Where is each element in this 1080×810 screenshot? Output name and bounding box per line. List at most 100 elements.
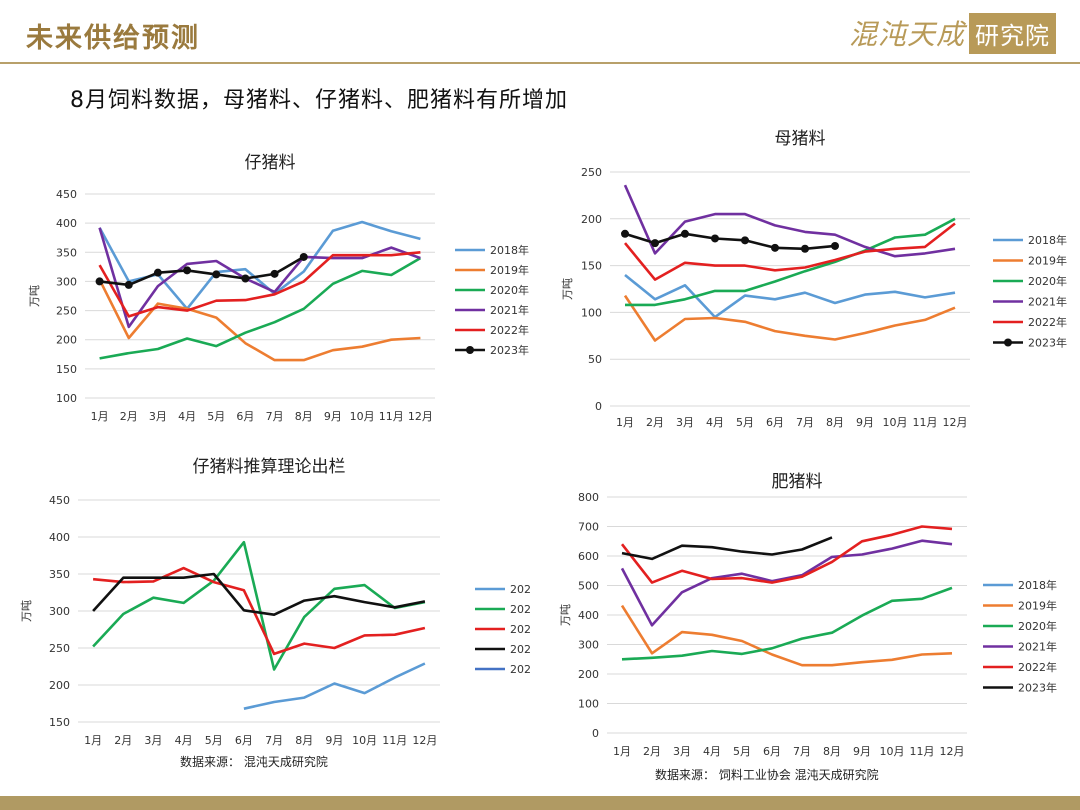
y-tick-label: 150: [49, 716, 70, 729]
x-tick-label: 5月: [205, 734, 223, 747]
legend-label: 2020年: [510, 582, 530, 596]
series-line: [624, 232, 836, 251]
x-tick-label: 5月: [736, 416, 754, 429]
series-point: [270, 269, 279, 278]
x-tick-label: 2月: [120, 410, 138, 423]
series-point: [153, 268, 162, 277]
header-divider: [0, 62, 1080, 64]
series-line: [99, 256, 422, 360]
legend-label: 2022年: [510, 622, 530, 636]
y-tick-label: 150: [581, 260, 602, 273]
series-line: [623, 294, 956, 342]
x-tick-label: 10月: [352, 734, 377, 747]
series-line: [243, 662, 426, 710]
chart-svg: 肥猪料 0 100 200 300 400 500 600 700 800 1月 2月 3月 4月 5月 6月…: [559, 472, 1057, 782]
chart-piglet-theoretical-output: 仔猪料推算理论出栏 150 200 250 300 350 400 450 1月 2月 3月 4月 5月…: [10, 450, 530, 780]
chart-title: 母猪料: [775, 129, 826, 149]
x-tick-label: 6月: [235, 734, 253, 747]
x-tick-label: 3月: [149, 410, 167, 423]
legend-label: 2022年: [490, 323, 529, 337]
series-point: [651, 239, 659, 248]
y-tick-label: 450: [56, 188, 77, 201]
x-tick-label: 3月: [144, 734, 162, 747]
legend-marker: [1004, 338, 1012, 347]
x-tick-label: 12月: [940, 745, 965, 758]
x-tick-label: 9月: [324, 410, 342, 423]
y-tick-label: 150: [56, 363, 77, 376]
legend-label: 2023年: [490, 343, 529, 357]
y-axis-label: 万吨: [561, 278, 574, 300]
legend-label: 2020年: [490, 283, 529, 297]
series-line: [92, 566, 426, 656]
x-tick-label: 4月: [706, 416, 724, 429]
y-tick-label: 350: [56, 246, 77, 259]
series-line: [99, 255, 305, 287]
series-point: [681, 229, 689, 238]
series-line: [620, 539, 953, 627]
y-axis-label: 万吨: [559, 604, 572, 626]
x-tick-label: 2月: [646, 416, 664, 429]
series-line: [625, 217, 956, 307]
series-line: [623, 184, 956, 258]
x-tick-label: 11月: [913, 416, 938, 429]
x-tick-label: 10月: [883, 416, 908, 429]
y-tick-label: 300: [56, 275, 77, 288]
x-tick-label: 12月: [408, 410, 433, 423]
series-line: [621, 586, 953, 661]
y-tick-label: 200: [581, 213, 602, 226]
y-tick-label: 100: [578, 698, 599, 711]
x-tick-label: 10月: [880, 745, 905, 758]
x-tick-label: 3月: [676, 416, 694, 429]
series-line: [98, 279, 421, 362]
chart-title: 肥猪料: [772, 472, 823, 492]
y-tick-label: 250: [49, 642, 70, 655]
y-tick-label: 300: [49, 605, 70, 618]
x-tick-label: 9月: [325, 734, 343, 747]
y-tick-label: 800: [578, 491, 599, 504]
series-line: [98, 220, 421, 311]
y-tick-label: 600: [578, 550, 599, 563]
legend-label: 2021年: [1018, 640, 1057, 654]
y-tick-label: 500: [578, 580, 599, 593]
legend-label: 2019年: [1018, 599, 1057, 613]
x-tick-label: 4月: [178, 410, 196, 423]
x-tick-label: 2月: [114, 734, 132, 747]
y-tick-label: 400: [49, 531, 70, 544]
series-point: [212, 270, 221, 279]
series-point: [801, 244, 809, 253]
series-point: [95, 277, 104, 286]
x-tick-label: 8月: [826, 416, 844, 429]
logo-text: 混沌天成: [848, 18, 965, 51]
series-line: [624, 273, 956, 319]
legend-label: 2021年: [510, 602, 530, 616]
series-line: [620, 604, 953, 667]
legend-label: 2022年: [1028, 315, 1067, 329]
y-tick-label: 450: [49, 494, 70, 507]
series-point: [831, 241, 839, 250]
legend-marker: [466, 346, 474, 354]
x-tick-label: 7月: [266, 410, 284, 423]
slide-subtitle: 8月饲料数据，母猪料、仔猪料、肥猪料有所增加: [70, 88, 568, 113]
y-tick-label: 300: [578, 639, 599, 652]
brand-logo: 混沌天成 研究院: [848, 12, 1056, 54]
x-tick-label: 9月: [856, 416, 874, 429]
x-tick-label: 6月: [763, 745, 781, 758]
x-tick-label: 5月: [207, 410, 225, 423]
y-tick-label: 250: [581, 166, 602, 179]
series-point: [711, 234, 719, 243]
x-tick-label: 8月: [295, 410, 313, 423]
page-title: 未来供给预测: [26, 23, 200, 54]
x-tick-label: 8月: [823, 745, 841, 758]
y-tick-label: 400: [578, 609, 599, 622]
series-line: [92, 540, 426, 671]
legend-label: 2020年: [1018, 619, 1057, 633]
x-tick-label: 3月: [673, 745, 691, 758]
y-axis-label: 万吨: [20, 600, 33, 622]
series-point: [299, 252, 308, 261]
x-tick-label: 6月: [236, 410, 254, 423]
legend-label: 2019年: [1028, 254, 1067, 268]
y-tick-label: 350: [49, 568, 70, 581]
legend-label: 2023年: [1028, 336, 1067, 350]
legend-label: 2023年: [1018, 681, 1057, 695]
y-tick-label: 700: [578, 521, 599, 534]
